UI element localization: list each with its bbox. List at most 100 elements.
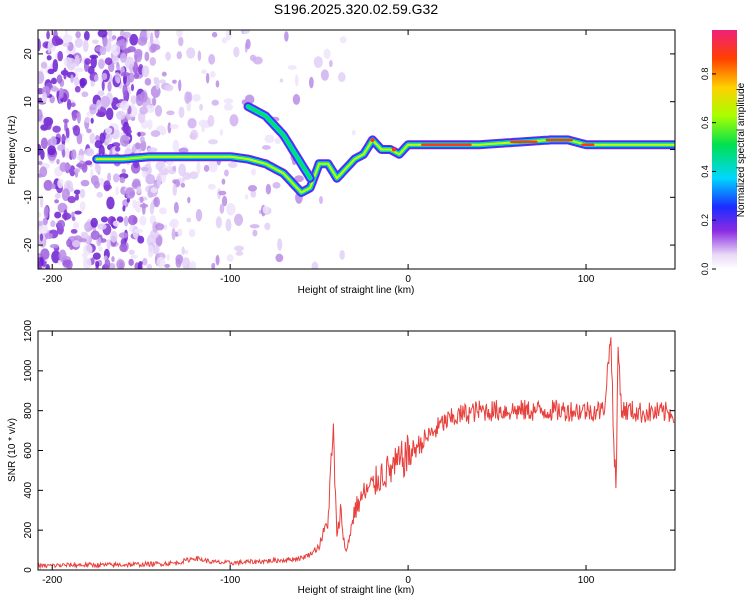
heatmap-noise-blob [294,175,304,183]
heatmap-noise-blob [38,212,42,218]
heatmap-noise-blob [140,140,147,152]
snr-x-ticks: -200 -100 0 100 [42,331,595,586]
heatmap-noise-blob [211,31,218,38]
heatmap-noise-blob [156,256,166,268]
heatmap-noise-blob [147,119,153,130]
heatmap-noise-blob [40,149,45,160]
heatmap-noise-blob [76,163,83,168]
heatmap-noise-blob [119,100,130,111]
heatmap-noise-blob [139,136,145,143]
heatmap-noise-blob [199,103,204,111]
heatmap-noise-blob [112,55,119,65]
heatmap-noise-blob [63,260,67,266]
heatmap-noise-blob [233,46,240,58]
heatmap-noise-blob [244,194,249,200]
heatmap-noise-blob [275,253,284,263]
y-tick-label: 0 [23,146,34,152]
heatmap-noise-blob [58,87,64,99]
heatmap-noise-blob [41,92,48,104]
heatmap-y-axis-label: Frequency (Hz) [7,116,18,185]
heatmap-noise-blob [121,125,132,132]
heatmap-noise-blob [207,114,215,127]
heatmap-noise-blob [96,99,102,110]
heatmap-noise-blob [114,146,121,152]
heatmap-noise-blob [111,256,115,263]
heatmap-noise-blob [81,91,89,98]
heatmap-noise-blob [187,117,197,129]
heatmap-noise-blob [61,149,66,158]
heatmap-noise-blob [73,76,80,87]
heatmap-ridge-upper-branch [246,104,312,180]
heatmap-noise-blob [74,37,83,48]
heatmap-noise-blob [104,127,113,135]
heatmap-noise-blob [47,41,52,54]
heatmap-noise-blob [74,85,81,93]
heatmap-noise-blob [150,130,161,138]
heatmap-noise-blob [50,87,60,92]
heatmap-noise-blob [90,230,100,240]
heatmap-noise-blob [154,30,160,39]
heatmap-noise-blob [155,234,163,247]
heatmap-noise-blob [147,245,154,258]
heatmap-noise-blob [118,232,129,239]
heatmap-noise-blob [245,38,251,50]
heatmap-noise-blob [219,129,224,136]
heatmap-noise-blob [145,173,156,185]
heatmap-noise-blob [252,229,258,237]
heatmap-noise-blob [188,228,196,238]
heatmap-noise-blob [119,176,126,184]
heatmap-noise-blob [154,105,163,117]
heatmap-noise-blob [47,68,55,75]
heatmap-noise-blob [351,129,356,136]
heatmap-noise-blob [122,31,132,39]
colorbar-ticks: 0.0 0.2 0.4 0.6 0.8 [700,68,716,275]
heatmap-noise-blob [65,259,73,269]
heatmap-noise-blob [116,259,125,269]
heatmap-noise-blob [95,134,100,142]
heatmap-noise-blob [38,260,42,269]
heatmap-noise-blob [139,203,149,208]
heatmap-noise-blob [154,223,165,231]
heatmap-noise-blob [108,30,113,39]
heatmap-noise-blob [116,65,121,71]
heatmap-noise-blob [320,69,329,81]
heatmap-noise-blob [98,59,105,70]
heatmap-noise-blob [121,168,126,174]
heatmap-noise-blob [101,72,108,81]
snr-y-ticks: 0 200 400 600 800 1000 1200 [23,319,675,573]
heatmap-noise-blob [57,50,64,62]
x-tick-label: -200 [42,575,62,586]
heatmap-noise-blob [221,37,228,44]
heatmap-noise-blob [54,199,59,204]
heatmap-noise-blob [84,58,91,65]
heatmap-noise-blob [52,125,61,133]
heatmap-noise-blob [251,168,256,176]
heatmap-noise-blob [51,35,61,47]
heatmap-noise-blob [98,246,103,252]
heatmap-noise-blob [169,218,179,229]
heatmap-noise-blob [73,168,81,173]
heatmap-noise-blob [111,43,121,57]
heatmap-noise-blob [221,178,226,185]
heatmap-noise-blob [119,134,130,147]
heatmap-noise-blob [225,218,232,232]
heatmap-noise-blob [63,67,67,80]
heatmap-noise-blob [221,195,228,207]
heatmap-noise-blob [172,179,177,184]
heatmap-noise-blob [122,205,126,212]
heatmap-noise-blob [38,173,43,178]
heatmap-noise-blob [164,224,168,231]
heatmap-noise-blob [229,114,239,127]
heatmap-noise-blob [50,77,57,85]
y-tick-label: 20 [23,48,34,60]
heatmap-noise-blob [223,98,234,105]
heatmap-noise-blob [209,70,216,78]
heatmap-noise-blob [178,36,184,47]
heatmap-noise-blob [40,137,48,149]
y-tick-label: 400 [23,482,34,499]
heatmap-noise-blob [71,240,81,248]
heatmap-x-axis-label: Height of straight line (km) [298,285,415,296]
heatmap-noise-blob [164,263,171,269]
heatmap-noise-blob [264,222,271,231]
heatmap-noise-blob [218,190,227,196]
